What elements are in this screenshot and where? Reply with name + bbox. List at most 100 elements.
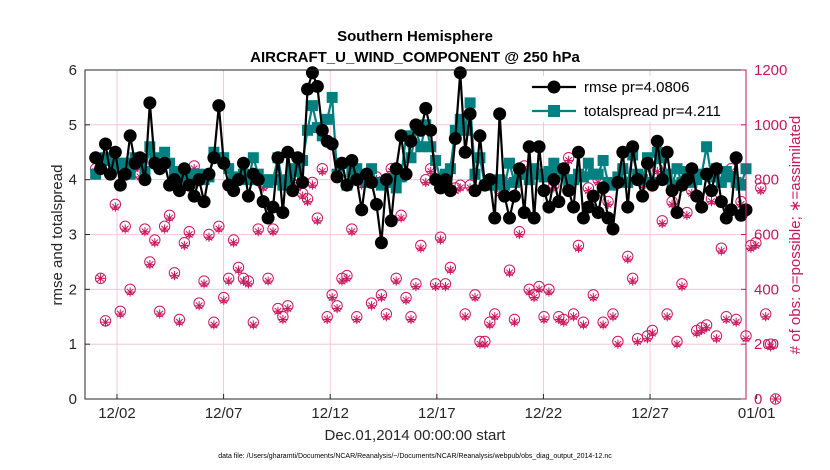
rmse-point xyxy=(379,173,393,187)
totalspread-point xyxy=(617,163,629,175)
rmse-point xyxy=(724,203,738,217)
obs-assimilated-point xyxy=(238,276,249,286)
obs-assimilated-point xyxy=(514,229,524,240)
rmse-point xyxy=(709,162,723,176)
totalspread-point xyxy=(306,100,318,112)
rmse-point xyxy=(458,145,472,159)
totalspread-point xyxy=(144,141,156,153)
obs-assimilated-point xyxy=(110,202,120,212)
obs-assimilated-point xyxy=(431,281,441,292)
rmse-point xyxy=(197,195,211,209)
y-axis-label-left: rmse and totalspread xyxy=(49,165,66,306)
rmse-point xyxy=(596,181,610,195)
obs-assimilated-point xyxy=(273,306,283,316)
obs-assimilated-point xyxy=(470,292,480,303)
obs-assimilated-point xyxy=(184,229,194,240)
rmse-point xyxy=(227,184,241,198)
obs-assimilated-point xyxy=(120,224,130,234)
rmse-point xyxy=(498,189,512,203)
obs-assimilated-point xyxy=(155,309,165,319)
totalspread-point xyxy=(119,157,131,169)
totalspread-point xyxy=(715,176,727,188)
rmse-point xyxy=(350,173,364,187)
totalspread-point xyxy=(444,163,456,175)
rmse-point xyxy=(94,162,108,176)
obs-assimilated-point xyxy=(701,323,712,333)
obs-assimilated-point xyxy=(125,287,135,297)
obs-assimilated-point xyxy=(628,276,638,286)
totalspread-point xyxy=(464,97,476,109)
rmse-point xyxy=(182,178,196,192)
rmse-point xyxy=(138,173,152,187)
obs-assimilated-point xyxy=(169,271,180,281)
obs-assimilated-point xyxy=(578,320,589,330)
rmse-point xyxy=(443,184,457,198)
chart-title: Southern Hemisphere xyxy=(337,28,493,45)
obs-assimilated-point xyxy=(204,232,214,242)
obs-assimilated-point xyxy=(485,320,495,330)
data-file-footnote: data file: /Users/gharamti/Documents/NCA… xyxy=(218,453,612,460)
totalspread-point xyxy=(90,168,102,180)
totalspread-point xyxy=(504,157,516,169)
rmse-point xyxy=(345,153,359,167)
rmse-point xyxy=(335,156,349,170)
obs-assimilated-point xyxy=(682,210,692,220)
obs-assimilated-point xyxy=(268,227,278,237)
rmse-point xyxy=(616,145,630,159)
rmse-point xyxy=(557,162,571,176)
rmse-point xyxy=(695,200,709,214)
totalspread-point xyxy=(459,124,471,136)
axis-ticks: 12/02 12/07 12/12 12/17 12/22 12/27 01/0101234… xyxy=(69,62,788,422)
obs-assimilated-point xyxy=(312,216,322,226)
rmse-point xyxy=(680,173,694,187)
rmse-point xyxy=(655,173,669,187)
totalspread-point xyxy=(390,182,402,194)
rmse-point xyxy=(567,200,581,214)
rmse-point xyxy=(325,137,339,151)
rmse-point xyxy=(705,184,719,198)
obs-assimilated-point xyxy=(761,312,771,322)
obs-assimilated-point xyxy=(721,314,731,325)
rmse-point xyxy=(399,167,413,181)
rmse-point xyxy=(251,173,265,187)
obs-assimilated-point xyxy=(347,227,357,237)
rmse-point xyxy=(532,140,546,154)
obs-assimilated-point xyxy=(376,292,387,303)
y-tick-label-right: 0 xyxy=(754,391,762,408)
y-tick-label-left: 1 xyxy=(69,336,77,353)
obs-assimilated-point xyxy=(677,281,687,292)
obs-assimilated-point xyxy=(100,317,111,327)
obs-assimilated-point xyxy=(544,287,554,297)
rmse-point xyxy=(414,123,428,137)
rmse-point xyxy=(276,206,290,220)
rmse-point xyxy=(606,222,620,236)
x-tick-label: 12/02 xyxy=(98,405,136,422)
obs-assimilated-point xyxy=(401,295,411,305)
obs-assimilated-point xyxy=(692,328,702,338)
obs-assimilated-point xyxy=(194,301,204,311)
obs-assimilated-point xyxy=(278,314,288,325)
obs-assimilated-point xyxy=(672,339,682,349)
obs-assimilated-point xyxy=(140,227,150,237)
obs-assimilated-point xyxy=(95,273,106,283)
totalspread-point xyxy=(282,174,294,186)
totalspread-point xyxy=(474,152,486,164)
rmse-point xyxy=(522,140,536,154)
legend-spread-marker xyxy=(548,105,560,117)
totalspread-point xyxy=(351,163,363,175)
rmse-point xyxy=(202,167,216,181)
totalspread-point xyxy=(321,113,333,125)
obs-assimilated-point xyxy=(150,238,160,248)
y-axis-label-right: # of obs: o=possible; ∗=assimilated xyxy=(787,116,804,355)
legend: rmse pr=4.0806 totalspread pr=4.211 xyxy=(532,76,728,122)
rmse-point xyxy=(133,151,147,165)
x-tick-label: 12/22 xyxy=(525,405,563,422)
rmse-point xyxy=(315,123,329,137)
rmse-point xyxy=(424,123,438,137)
totalspread-point xyxy=(430,154,442,166)
obs-assimilated-point xyxy=(179,240,189,251)
rmse-point xyxy=(483,173,497,187)
obs-assimilated-point xyxy=(568,312,579,322)
obs-assimilated-point xyxy=(480,339,490,349)
rmse-point xyxy=(123,129,137,143)
